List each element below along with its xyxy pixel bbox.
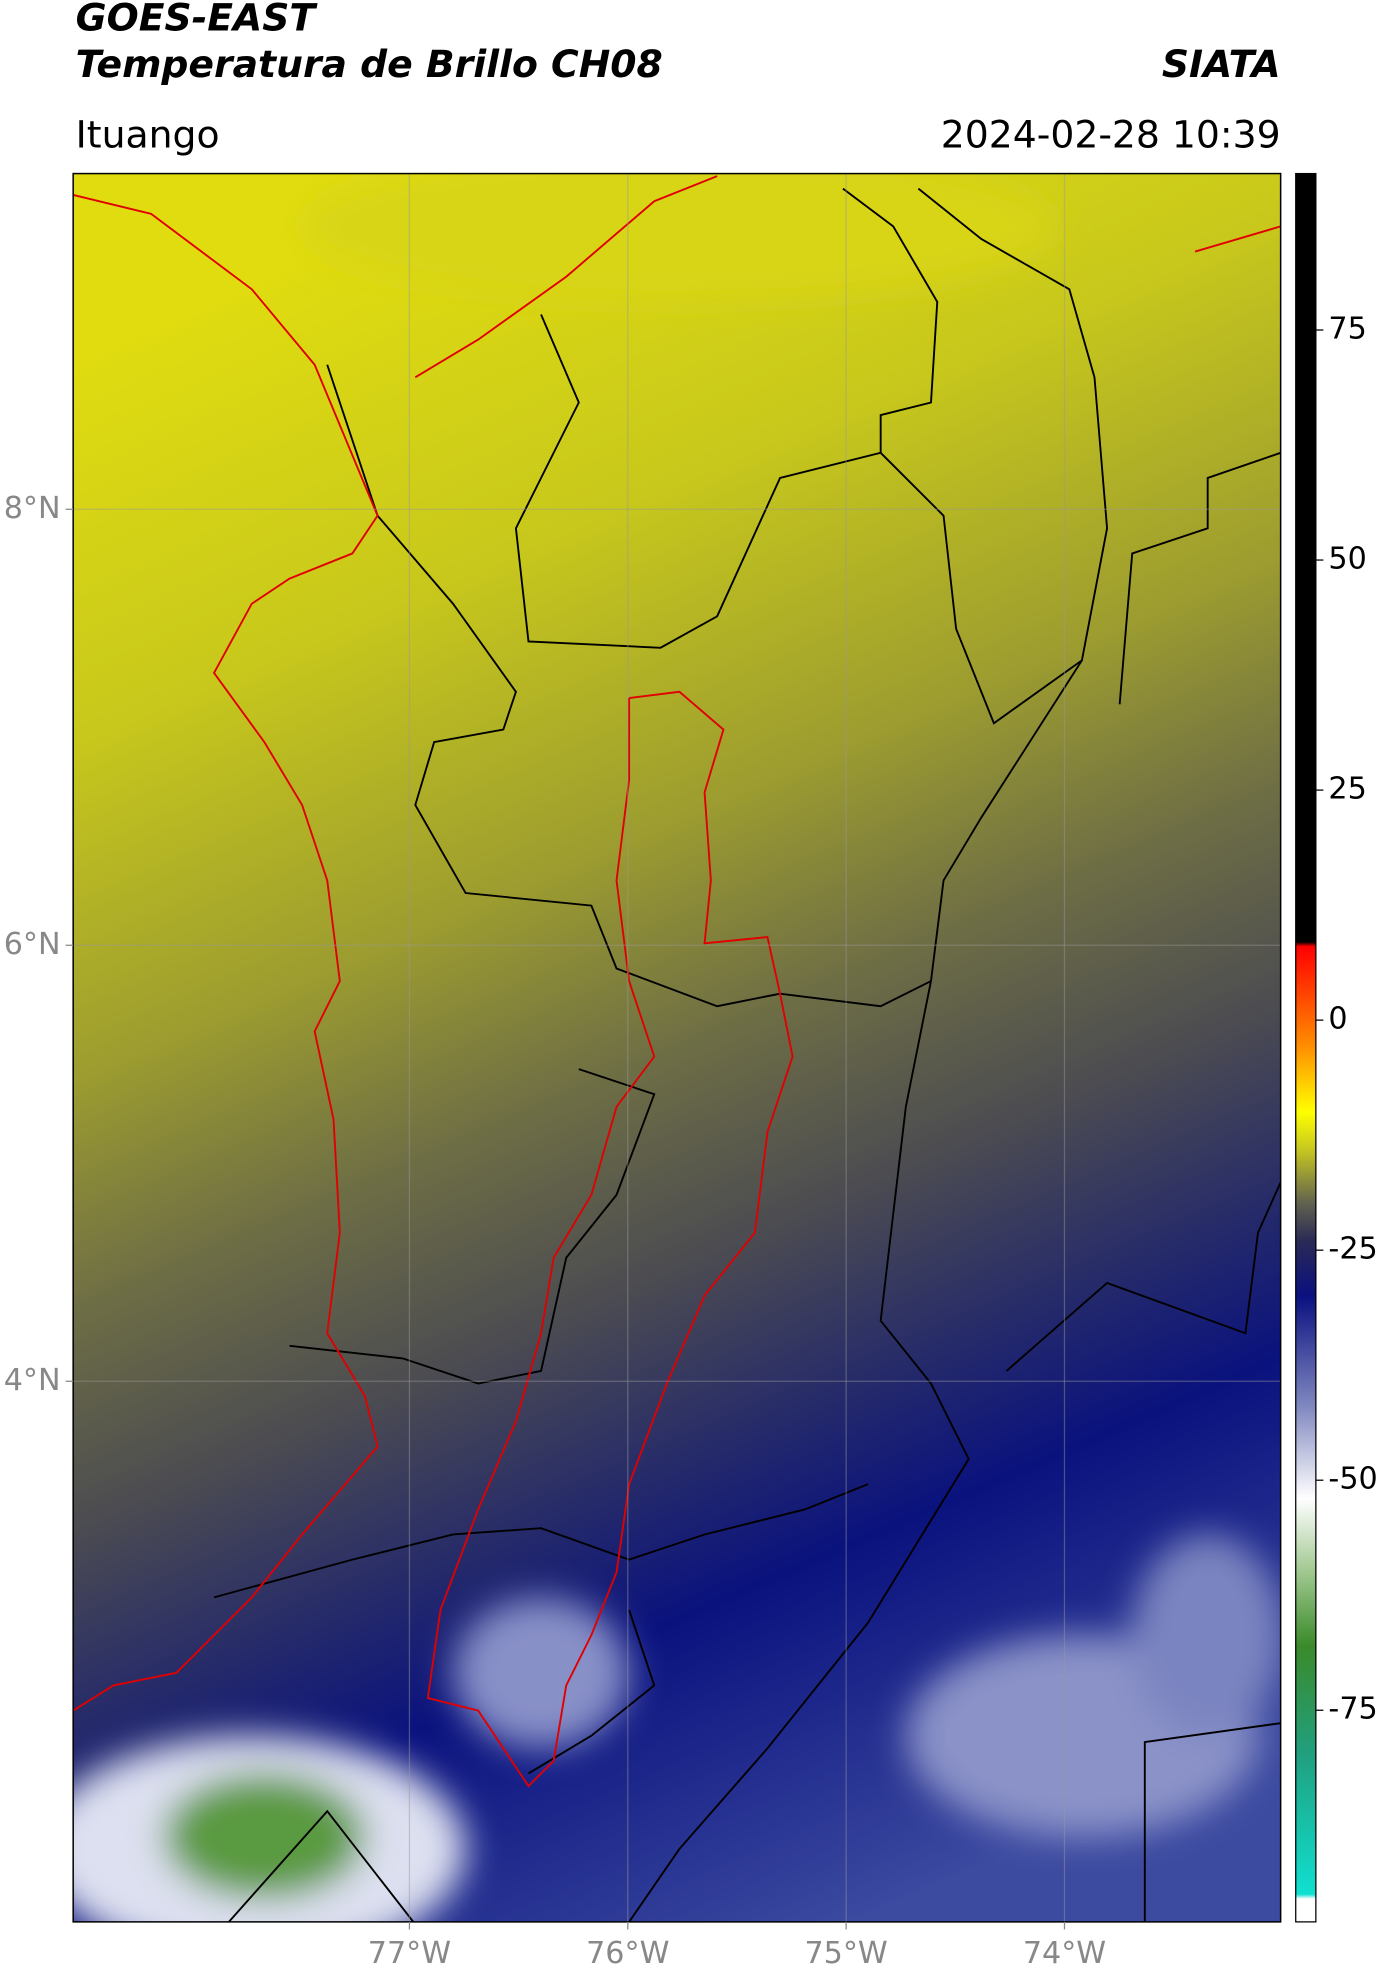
satellite-image xyxy=(73,173,1281,1922)
y-tick-label: 6°N xyxy=(4,927,61,962)
y-tick-label: 8°N xyxy=(4,491,61,526)
colorbar-tick-label: 0 xyxy=(1328,1002,1347,1037)
colorbar-tick-label: -50 xyxy=(1328,1462,1377,1497)
map-frame xyxy=(72,172,1282,1923)
y-tick-label: 4°N xyxy=(4,1363,61,1398)
region: Ituango xyxy=(76,113,220,157)
x-tick-label: 74°W xyxy=(1023,1936,1106,1971)
colorbar-tick-label: 75 xyxy=(1328,312,1366,347)
timestamp: 2024-02-28 10:39 xyxy=(941,113,1281,157)
colorbar-tick-label: 50 xyxy=(1328,542,1366,577)
colorbar-tick-label: 25 xyxy=(1328,772,1366,807)
colorbar-tick-label: -25 xyxy=(1328,1232,1377,1267)
x-tick-label: 75°W xyxy=(804,1936,887,1971)
title: GOES-EAST xyxy=(76,0,319,40)
x-tick-label: 76°W xyxy=(586,1936,669,1971)
graticule xyxy=(73,173,1281,1922)
subtitle: Temperatura de Brillo CH08 xyxy=(76,42,663,86)
colorbar-tick-label: -75 xyxy=(1328,1692,1377,1727)
colorbar xyxy=(1295,172,1317,1923)
source: SIATA xyxy=(1162,42,1281,86)
x-tick-label: 77°W xyxy=(368,1936,451,1971)
